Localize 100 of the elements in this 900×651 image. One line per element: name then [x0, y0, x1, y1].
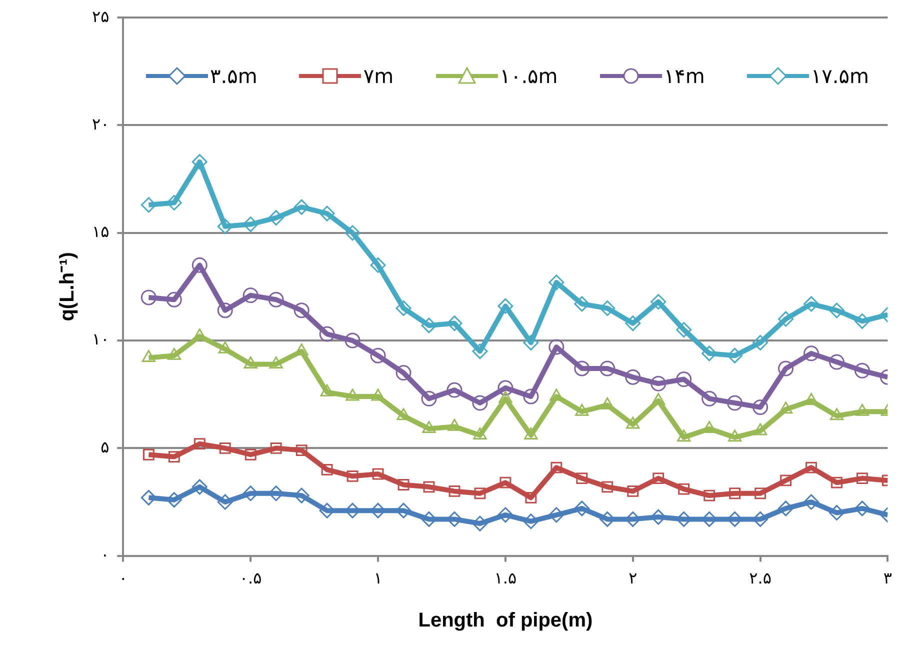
y-tick-label: ۱۵ — [92, 222, 110, 242]
point — [294, 344, 308, 356]
point — [676, 372, 692, 388]
point — [602, 481, 614, 493]
y-tick-label: ۰ — [100, 544, 110, 564]
point — [192, 257, 208, 273]
point — [498, 507, 514, 523]
y-tick-label: ۵ — [100, 437, 110, 456]
point — [344, 332, 360, 348]
legend-label: ۱۷.۵m — [810, 64, 869, 88]
point — [574, 296, 590, 312]
legend-label: ۷m — [363, 64, 394, 88]
point — [650, 294, 666, 310]
point — [752, 400, 768, 416]
y-tick-label: ۲۵ — [92, 6, 110, 26]
point — [242, 216, 258, 232]
point — [828, 302, 844, 318]
point — [625, 511, 641, 527]
point — [804, 494, 819, 510]
point — [421, 318, 437, 334]
point — [854, 313, 870, 329]
point — [344, 225, 360, 241]
point — [854, 362, 870, 378]
point — [548, 507, 564, 523]
point — [472, 395, 488, 411]
point — [166, 492, 182, 508]
point — [242, 486, 258, 502]
point — [217, 494, 233, 510]
point — [625, 369, 641, 385]
x-tick-label: ۲.۵ — [749, 568, 772, 588]
legend-label: ۱۴m — [664, 64, 705, 88]
x-tick-label: ۱ — [374, 568, 382, 588]
point — [523, 334, 539, 350]
point — [523, 388, 539, 404]
legend-label: ۱۰.۵m — [500, 64, 558, 88]
point — [219, 442, 231, 454]
point — [627, 486, 639, 497]
point — [550, 462, 562, 474]
point — [727, 395, 743, 411]
point — [523, 514, 539, 530]
point — [319, 502, 335, 518]
point — [294, 199, 310, 215]
point — [856, 472, 868, 484]
point — [548, 274, 564, 290]
point — [344, 502, 360, 518]
point — [804, 296, 819, 312]
point — [242, 288, 258, 304]
point — [217, 218, 233, 234]
point — [600, 511, 616, 527]
point — [244, 448, 256, 460]
point — [804, 346, 819, 362]
point — [500, 476, 512, 488]
y-tick-label: ۱۰ — [92, 330, 110, 349]
point — [370, 257, 386, 273]
point — [474, 488, 486, 500]
point — [650, 509, 666, 525]
point — [398, 479, 410, 490]
point — [806, 462, 817, 474]
point — [268, 486, 284, 502]
point — [268, 292, 284, 308]
point — [548, 339, 564, 355]
point — [650, 376, 666, 392]
y-tick-label: ۲۰ — [92, 114, 110, 134]
point — [370, 502, 386, 518]
point — [525, 492, 537, 504]
point — [346, 470, 358, 482]
point — [576, 472, 588, 484]
point — [192, 479, 208, 495]
point — [194, 438, 206, 450]
point — [704, 490, 716, 502]
point — [702, 390, 718, 406]
point — [421, 511, 437, 527]
legend-label: ۳.۵m — [210, 64, 258, 88]
point — [828, 504, 844, 520]
point — [729, 488, 740, 500]
point — [270, 442, 282, 454]
point — [166, 194, 182, 210]
point — [778, 311, 794, 327]
point — [625, 316, 641, 332]
point — [778, 500, 794, 516]
point — [498, 298, 514, 314]
point — [396, 300, 412, 316]
point — [294, 488, 310, 504]
x-tick-label: ۳ — [883, 568, 892, 588]
x-tick-label: ۲ — [628, 568, 638, 588]
point — [472, 344, 488, 360]
point — [140, 197, 156, 213]
point — [142, 448, 154, 460]
point — [372, 468, 384, 480]
point — [168, 451, 180, 462]
point — [296, 444, 308, 456]
point — [396, 365, 412, 381]
point — [422, 421, 436, 434]
point — [778, 360, 794, 376]
point — [423, 481, 435, 493]
point — [702, 346, 718, 362]
point — [498, 380, 514, 396]
point — [268, 210, 284, 226]
point — [574, 500, 590, 516]
point — [752, 511, 768, 527]
